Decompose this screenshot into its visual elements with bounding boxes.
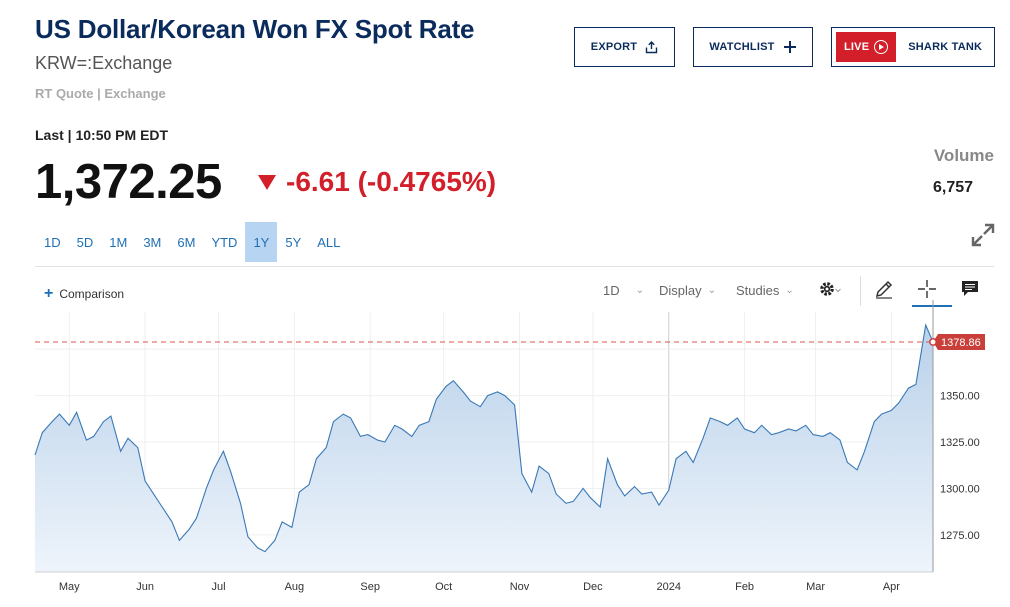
expand-icon[interactable] <box>970 222 996 248</box>
comparison-plus-icon: + <box>44 285 54 302</box>
x-tick-label: Oct <box>435 581 452 593</box>
price-change: -6.61 (-0.4765%) <box>258 166 496 198</box>
live-label: LIVE <box>844 41 870 53</box>
range-tab-1m[interactable]: 1M <box>109 234 128 250</box>
display-label: Display <box>659 283 702 298</box>
comparison-label: Comparison <box>59 287 125 301</box>
crosshair-active-indicator <box>912 305 952 307</box>
studies-label: Studies <box>736 283 780 298</box>
y-tick-label: 1275.00 <box>940 530 980 542</box>
shark-tank-label: SHARK TANK <box>908 41 983 53</box>
x-tick-label: May <box>59 581 80 593</box>
x-tick-label: Dec <box>583 581 603 593</box>
range-tab-6m[interactable]: 6M <box>177 234 196 250</box>
current-price-badge <box>933 333 985 350</box>
x-tick-label: Nov <box>510 581 530 593</box>
toolbar-separator <box>860 276 861 306</box>
interval-dropdown[interactable]: 1D ⌄ <box>603 283 644 298</box>
watchlist-label: WATCHLIST <box>709 41 775 53</box>
studies-dropdown[interactable]: Studies ⌄ <box>736 283 794 298</box>
x-tick-label: 2024 <box>656 581 680 593</box>
x-tick-label: Aug <box>285 581 305 593</box>
volume-value: 6,757 <box>933 179 974 196</box>
page-title: US Dollar/Korean Won FX Spot Rate <box>35 14 475 44</box>
quote-type: RT Quote | Exchange <box>35 86 166 101</box>
chevron-down-icon: ⌄ <box>635 285 645 296</box>
plus-icon <box>783 40 797 54</box>
x-tick-label: Sep <box>360 581 380 593</box>
range-tab-1d[interactable]: 1D <box>44 234 61 250</box>
down-arrow-icon <box>258 174 276 190</box>
export-label: EXPORT <box>590 41 638 53</box>
play-circle-icon <box>874 40 889 54</box>
gear-icon[interactable] <box>818 278 841 300</box>
crosshair-icon[interactable] <box>916 278 938 300</box>
x-tick-label: Mar <box>806 581 825 593</box>
header-divider <box>35 266 994 267</box>
export-button[interactable]: EXPORT <box>574 27 675 67</box>
series-area <box>35 325 933 572</box>
range-tab-5y[interactable]: 5Y <box>285 234 302 250</box>
x-tick-label: Jun <box>136 581 154 593</box>
comparison-button[interactable]: + Comparison <box>44 285 124 303</box>
time-range-tabs: 1D 5D 1M 3M 6M YTD 1Y 5Y ALL <box>36 222 348 262</box>
range-tab-ytd[interactable]: YTD <box>211 234 238 250</box>
volume-label: Volume <box>933 146 994 165</box>
price-chart[interactable]: 1275.00 1300.00 1325.00 1350.00 1378.86 May Ju… <box>0 300 1010 607</box>
live-shark-tank-button[interactable]: LIVE SHARK TANK <box>831 27 995 67</box>
range-tab-1y[interactable]: 1Y <box>245 222 278 262</box>
pencil-icon[interactable] <box>873 278 895 300</box>
range-tab-all[interactable]: ALL <box>317 234 341 250</box>
interval-label: 1D <box>603 283 620 298</box>
range-tab-5d[interactable]: 5D <box>76 234 94 250</box>
range-tab-3m[interactable]: 3M <box>143 234 162 250</box>
watchlist-button[interactable]: WATCHLIST <box>693 27 813 67</box>
series-line <box>34 323 934 553</box>
live-badge: LIVE <box>836 32 897 62</box>
y-tick-label: 1350.00 <box>940 391 980 403</box>
symbol-exchange: KRW=:Exchange <box>35 53 173 73</box>
y-tick-label: 1300.00 <box>940 483 980 495</box>
last-trade-time: Last | 10:50 PM EDT <box>35 127 169 143</box>
last-price: 1,372.25 <box>35 155 222 209</box>
chevron-down-icon: ⌄ <box>707 285 717 296</box>
y-tick-label: 1325.00 <box>940 437 980 449</box>
current-price-label: 1378.86 <box>941 337 981 349</box>
export-icon <box>645 40 658 54</box>
x-tick-label: Apr <box>883 581 900 593</box>
change-value: -6.61 (-0.4765%) <box>286 166 497 197</box>
x-tick-label: Feb <box>735 581 754 593</box>
comment-icon[interactable] <box>959 278 981 300</box>
chevron-down-icon: ⌄ <box>785 285 794 296</box>
display-dropdown[interactable]: Display ⌄ <box>659 283 716 298</box>
x-tick-label: Jul <box>211 581 225 593</box>
current-price-dot <box>929 338 937 346</box>
